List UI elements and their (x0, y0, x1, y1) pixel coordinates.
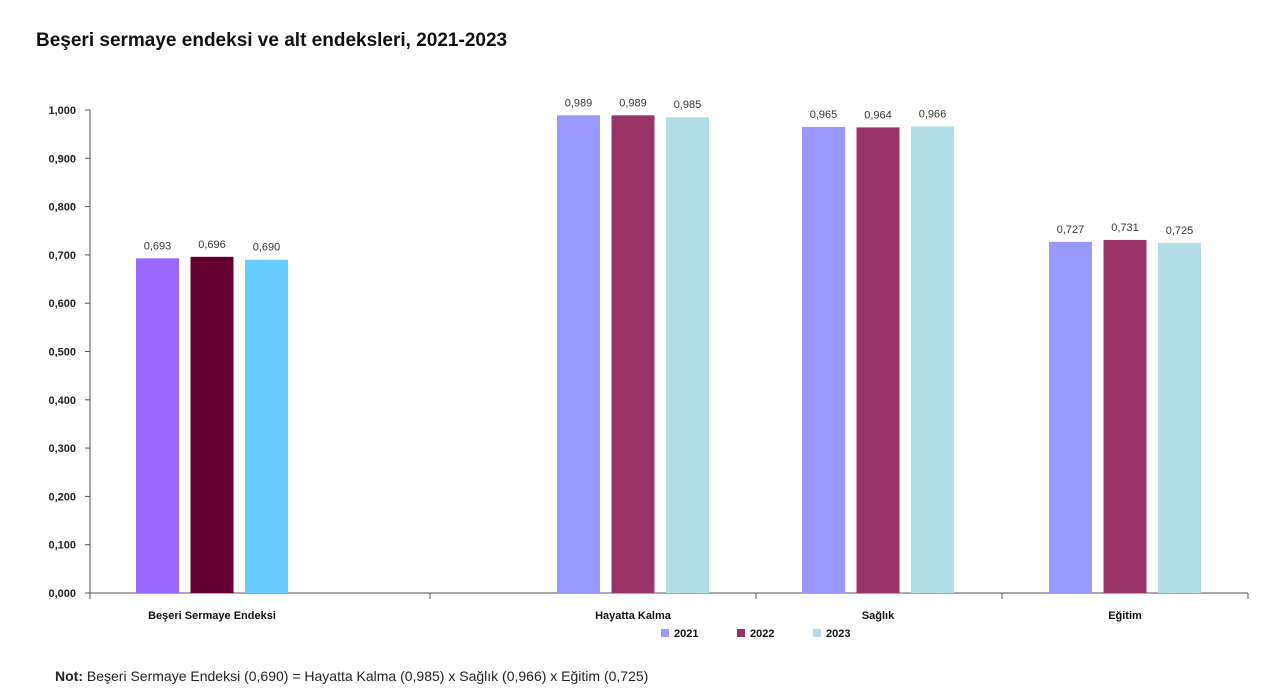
x-category-label: Sağlık (862, 610, 895, 622)
y-tick-label: 0,600 (48, 298, 76, 310)
data-label: 0,989 (619, 97, 647, 109)
x-category-label: Eğitim (1108, 610, 1142, 622)
data-label: 0,964 (864, 109, 892, 121)
bar (190, 256, 234, 593)
bar (1158, 242, 1201, 593)
bar (136, 258, 179, 593)
chart-title: Beşeri sermaye endeksi ve alt endeksleri… (36, 30, 508, 51)
legend-label: 2023 (826, 628, 850, 640)
data-label: 0,965 (810, 109, 838, 121)
y-tick-label: 1,000 (48, 105, 76, 117)
legend-label: 2021 (674, 628, 698, 640)
note-label: Not: (55, 668, 83, 684)
data-label: 0,725 (1166, 225, 1194, 237)
data-label: 0,693 (144, 240, 172, 252)
data-label: 0,966 (919, 108, 947, 120)
chart-note: Not: Beşeri Sermaye Endeksi (0,690) = Ha… (55, 668, 648, 684)
bar (1103, 239, 1147, 593)
bar (557, 115, 600, 594)
data-label: 0,696 (198, 239, 226, 251)
data-label: 0,985 (674, 99, 702, 111)
bar-chart: 0,000 0,100 0,200 0,300 0,400 0,500 0,600 0,700… (48, 97, 1249, 640)
data-label: 0,690 (253, 242, 281, 254)
legend-swatch (813, 629, 821, 637)
bar (611, 115, 655, 594)
y-tick-label: 0,300 (48, 443, 76, 455)
y-tick-label: 0,000 (48, 588, 76, 600)
bar (856, 127, 900, 593)
y-tick-label: 0,400 (48, 395, 76, 407)
bar (245, 259, 288, 593)
data-label: 0,989 (565, 97, 593, 109)
note-text: Beşeri Sermaye Endeksi (0,690) = Hayatta… (83, 668, 649, 684)
bar (911, 126, 954, 593)
y-tick-label: 0,700 (48, 250, 76, 262)
bar (1049, 241, 1092, 593)
data-label: 0,731 (1111, 222, 1139, 234)
legend-label: 2022 (750, 628, 774, 640)
y-tick-label: 0,900 (48, 153, 76, 165)
y-tick-label: 0,800 (48, 202, 76, 214)
legend-swatch (661, 629, 669, 637)
data-label: 0,727 (1057, 224, 1085, 236)
bar (666, 117, 709, 594)
x-category-label: Beşeri Sermaye Endeksi (148, 610, 276, 622)
y-tick-label: 0,500 (48, 347, 76, 359)
y-tick-label: 0,100 (48, 540, 76, 552)
y-tick-label: 0,200 (48, 491, 76, 503)
x-category-label: Hayatta Kalma (595, 610, 672, 622)
legend-swatch (737, 629, 745, 637)
bar (802, 126, 845, 593)
